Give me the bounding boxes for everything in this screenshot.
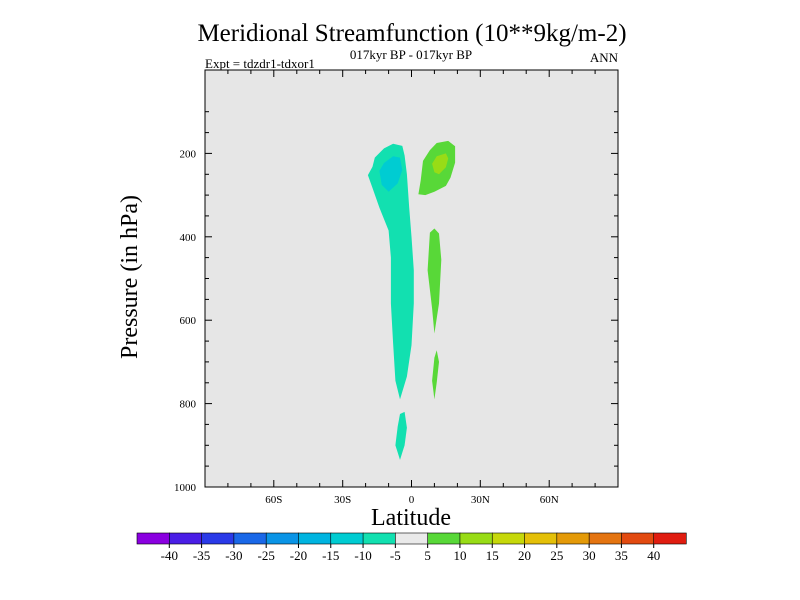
colorbar-label: 35 xyxy=(615,548,628,563)
colorbar-swatch xyxy=(330,532,364,545)
colorbar-swatch xyxy=(491,532,526,545)
colorbar-label: 15 xyxy=(486,548,499,563)
colorbar-swatch xyxy=(362,532,396,545)
x-tick-label: 0 xyxy=(409,494,415,506)
contour-negative-cell-lower xyxy=(395,411,407,460)
colorbar-swatch xyxy=(298,532,332,545)
center-subtitle: 017kyr BP - 017kyr BP xyxy=(350,47,472,62)
colorbar-swatch xyxy=(233,532,267,545)
y-axis-label: Pressure (in hPa) xyxy=(117,195,143,359)
x-tick-label: 30N xyxy=(471,494,490,506)
contour-negative-cell-upper xyxy=(367,143,414,400)
colorbar: -40 -35 -30 -25 -20 -15 -10 -5 5 10 15 20 25 30 35 40 xyxy=(136,532,687,563)
colorbar-swatch xyxy=(653,532,687,545)
colorbar-swatch xyxy=(265,532,300,545)
contour-regions xyxy=(367,140,456,460)
colorbar-swatch xyxy=(168,532,203,545)
colorbar-swatch xyxy=(201,532,235,545)
colorbar-label: -40 xyxy=(161,548,178,563)
x-tick-label: 30S xyxy=(334,494,351,506)
colorbar-label: -20 xyxy=(290,548,307,563)
contour-negative-cell-core xyxy=(379,156,403,192)
contour-positive-cell-core xyxy=(432,153,449,175)
colorbar-swatch xyxy=(395,532,429,545)
right-subtitle: ANN xyxy=(590,50,619,65)
colorbar-label: -30 xyxy=(225,548,242,563)
colorbar-label: 40 xyxy=(647,548,660,563)
y-tick-label: 600 xyxy=(180,315,197,327)
x-axis-label: Latitude xyxy=(371,505,451,531)
colorbar-swatch xyxy=(459,532,493,545)
colorbar-swatch xyxy=(524,532,558,545)
colorbar-label: -10 xyxy=(354,548,371,563)
colorbar-swatch xyxy=(621,532,655,545)
colorbar-label: -25 xyxy=(258,548,275,563)
colorbar-label: 25 xyxy=(550,548,563,563)
colorbar-swatch xyxy=(588,532,623,545)
colorbar-swatch xyxy=(427,532,461,545)
y-tick-label: 200 xyxy=(180,148,197,160)
colorbar-swatch xyxy=(556,532,590,545)
colorbar-label: -35 xyxy=(193,548,210,563)
x-tick-label: 60N xyxy=(540,494,559,506)
colorbar-label: -5 xyxy=(390,548,401,563)
axis-ticks: 60S 30S 0 30N 60N 200 400 600 800 1000 xyxy=(174,70,618,506)
y-tick-label: 1000 xyxy=(174,482,197,494)
colorbar-label: 5 xyxy=(424,548,431,563)
colorbar-label: 20 xyxy=(518,548,531,563)
contour-positive-column-upper xyxy=(427,228,442,334)
colorbar-label: 30 xyxy=(583,548,596,563)
contour-positive-column-lower xyxy=(432,350,439,400)
colorbar-swatch xyxy=(136,532,170,545)
chart-title: Meridional Streamfunction (10**9kg/m-2) xyxy=(197,20,626,47)
y-tick-label: 800 xyxy=(180,399,197,411)
colorbar-label: 10 xyxy=(453,548,466,563)
x-tick-label: 60S xyxy=(265,494,282,506)
left-subtitle: Expt = tdzdr1-tdxor1 xyxy=(205,56,315,71)
y-tick-label: 400 xyxy=(180,232,197,244)
colorbar-label: -15 xyxy=(322,548,339,563)
